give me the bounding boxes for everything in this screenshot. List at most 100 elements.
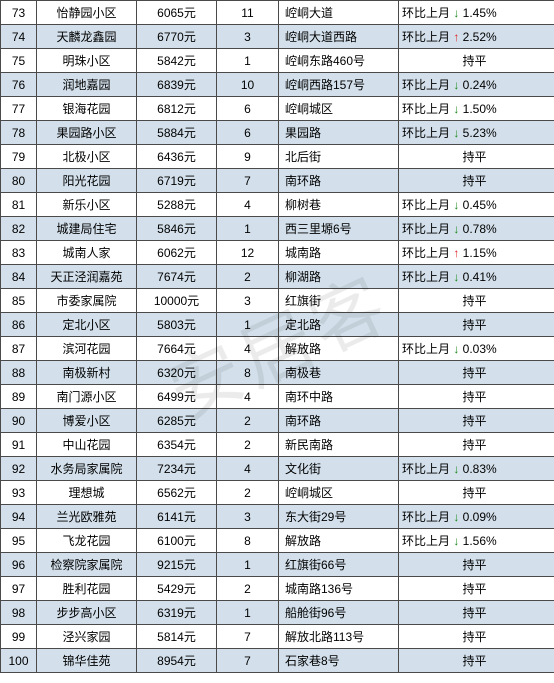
cell-index: 89: [1, 385, 37, 409]
table-row: 83城南人家6062元12城南路环比上月 ↑ 1.15%: [1, 241, 554, 265]
table-row: 77银海花园6812元6崆峒城区环比上月 ↓ 1.50%: [1, 97, 554, 121]
cell-count: 3: [217, 289, 279, 313]
status-prefix: 环比上月: [402, 126, 453, 140]
cell-address: 解放路: [279, 337, 399, 361]
cell-name: 胜利花园: [37, 577, 137, 601]
cell-name: 阳光花园: [37, 169, 137, 193]
status-percent: 0.78%: [459, 222, 496, 236]
cell-count: 6: [217, 97, 279, 121]
cell-count: 2: [217, 409, 279, 433]
cell-name: 步步高小区: [37, 601, 137, 625]
cell-price: 6436元: [137, 145, 217, 169]
cell-status: 持平: [399, 361, 554, 385]
status-prefix: 环比上月: [402, 246, 453, 260]
table-row: 82城建局住宅5846元1西三里塬6号环比上月 ↓ 0.78%: [1, 217, 554, 241]
cell-status: 环比上月 ↓ 0.78%: [399, 217, 554, 241]
cell-price: 6100元: [137, 529, 217, 553]
cell-index: 80: [1, 169, 37, 193]
cell-index: 73: [1, 1, 37, 25]
cell-status: 环比上月 ↑ 1.15%: [399, 241, 554, 265]
cell-price: 10000元: [137, 289, 217, 313]
cell-status: 持平: [399, 385, 554, 409]
cell-name: 天正泾润嘉苑: [37, 265, 137, 289]
cell-name: 飞龙花园: [37, 529, 137, 553]
cell-price: 5288元: [137, 193, 217, 217]
cell-count: 2: [217, 265, 279, 289]
status-prefix: 环比上月: [402, 342, 453, 356]
cell-price: 6354元: [137, 433, 217, 457]
status-prefix: 环比上月: [402, 510, 453, 524]
cell-price: 6062元: [137, 241, 217, 265]
cell-count: 1: [217, 601, 279, 625]
cell-status: 持平: [399, 433, 554, 457]
cell-price: 6141元: [137, 505, 217, 529]
cell-address: 北后街: [279, 145, 399, 169]
table-row: 84天正泾润嘉苑7674元2柳湖路环比上月 ↓ 0.41%: [1, 265, 554, 289]
cell-index: 87: [1, 337, 37, 361]
cell-status: 持平: [399, 289, 554, 313]
cell-name: 新乐小区: [37, 193, 137, 217]
table-row: 95飞龙花园6100元8解放路环比上月 ↓ 1.56%: [1, 529, 554, 553]
cell-address: 船舱街96号: [279, 601, 399, 625]
cell-index: 92: [1, 457, 37, 481]
cell-name: 市委家属院: [37, 289, 137, 313]
cell-count: 9: [217, 145, 279, 169]
cell-status: 环比上月 ↓ 0.09%: [399, 505, 554, 529]
table-row: 100锦华佳苑8954元7石家巷8号持平: [1, 649, 554, 673]
cell-index: 90: [1, 409, 37, 433]
cell-index: 75: [1, 49, 37, 73]
cell-address: 崆峒城区: [279, 481, 399, 505]
status-prefix: 环比上月: [402, 270, 453, 284]
cell-name: 怡静园小区: [37, 1, 137, 25]
cell-price: 6499元: [137, 385, 217, 409]
cell-price: 5884元: [137, 121, 217, 145]
status-percent: 0.41%: [459, 270, 496, 284]
cell-count: 3: [217, 505, 279, 529]
cell-name: 润地嘉园: [37, 73, 137, 97]
cell-address: 崆峒西路157号: [279, 73, 399, 97]
cell-address: 石家巷8号: [279, 649, 399, 673]
cell-count: 4: [217, 457, 279, 481]
cell-count: 1: [217, 217, 279, 241]
cell-address: 南环中路: [279, 385, 399, 409]
status-percent: 0.09%: [459, 510, 496, 524]
status-percent: 0.45%: [459, 198, 496, 212]
cell-status: 持平: [399, 409, 554, 433]
cell-index: 91: [1, 433, 37, 457]
cell-status: 持平: [399, 145, 554, 169]
cell-address: 果园路: [279, 121, 399, 145]
cell-name: 锦华佳苑: [37, 649, 137, 673]
cell-index: 86: [1, 313, 37, 337]
cell-name: 兰光欧雅苑: [37, 505, 137, 529]
cell-index: 74: [1, 25, 37, 49]
cell-count: 4: [217, 337, 279, 361]
table-row: 92水务局家属院7234元4文化街环比上月 ↓ 0.83%: [1, 457, 554, 481]
cell-price: 6319元: [137, 601, 217, 625]
table-row: 79北极小区6436元9北后街持平: [1, 145, 554, 169]
cell-status: 持平: [399, 481, 554, 505]
cell-index: 88: [1, 361, 37, 385]
cell-address: 柳树巷: [279, 193, 399, 217]
cell-name: 定北小区: [37, 313, 137, 337]
cell-count: 7: [217, 169, 279, 193]
status-percent: 0.83%: [459, 462, 496, 476]
table-row: 86定北小区5803元1定北路持平: [1, 313, 554, 337]
cell-name: 北极小区: [37, 145, 137, 169]
cell-address: 南环路: [279, 169, 399, 193]
cell-count: 3: [217, 25, 279, 49]
cell-count: 6: [217, 121, 279, 145]
cell-status: 持平: [399, 49, 554, 73]
status-percent: 1.50%: [459, 102, 496, 116]
cell-count: 8: [217, 529, 279, 553]
status-percent: 5.23%: [459, 126, 496, 140]
cell-status: 环比上月 ↓ 5.23%: [399, 121, 554, 145]
cell-address: 解放北路113号: [279, 625, 399, 649]
table-row: 78果园路小区5884元6果园路环比上月 ↓ 5.23%: [1, 121, 554, 145]
cell-count: 2: [217, 577, 279, 601]
cell-address: 南极巷: [279, 361, 399, 385]
cell-name: 南门源小区: [37, 385, 137, 409]
cell-status: 环比上月 ↓ 0.83%: [399, 457, 554, 481]
cell-address: 东大街29号: [279, 505, 399, 529]
cell-status: 持平: [399, 313, 554, 337]
status-percent: 2.52%: [459, 30, 496, 44]
